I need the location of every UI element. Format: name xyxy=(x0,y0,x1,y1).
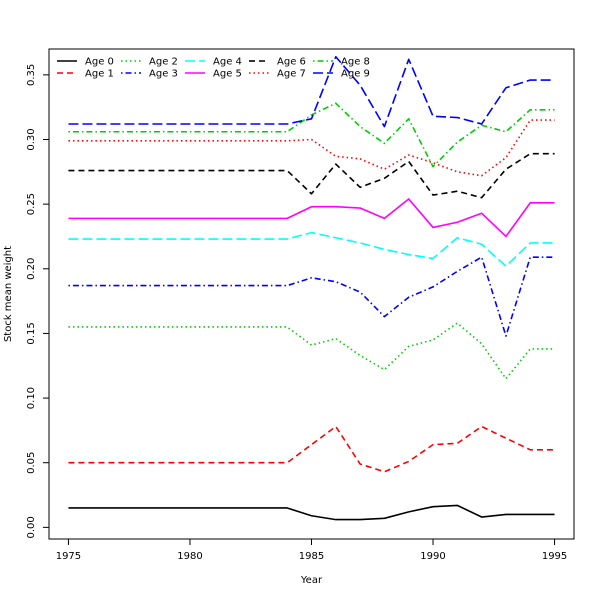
y-tick-label: 0.15 xyxy=(26,322,37,344)
series-line-age-4 xyxy=(68,231,555,268)
legend-label-age-8: Age 8 xyxy=(341,57,370,68)
x-axis: 1975 1980 1985 1990 1995 xyxy=(56,538,567,562)
series-line-age-2 xyxy=(68,322,555,380)
legend-label-age-9: Age 9 xyxy=(341,69,370,80)
plot-frame xyxy=(48,48,575,540)
legend-label-age-7: Age 7 xyxy=(277,69,306,80)
x-tick-label: 1985 xyxy=(299,551,324,562)
legend-label-age-6: Age 6 xyxy=(277,57,306,68)
y-tick-label: 0.20 xyxy=(26,258,37,280)
legend-label-age-2: Age 2 xyxy=(149,57,178,68)
series-line-age-3 xyxy=(68,256,555,337)
x-tick-label: 1980 xyxy=(177,551,202,562)
x-tick-label: 1975 xyxy=(56,551,81,562)
x-axis-title: Year xyxy=(300,575,323,586)
y-axis: 0.00 0.05 0.10 0.15 0.20 0.25 0.30 0.35 xyxy=(26,64,50,538)
legend-label-age-3: Age 3 xyxy=(149,69,178,80)
legend-label-age-4: Age 4 xyxy=(213,57,242,68)
legend-label-age-0: Age 0 xyxy=(85,57,114,68)
legend-label-age-1: Age 1 xyxy=(85,69,114,80)
series-line-age-8 xyxy=(68,102,555,168)
y-axis-title: Stock mean weight xyxy=(3,246,14,342)
series-line-age-7 xyxy=(68,119,555,177)
y-tick-label: 0.30 xyxy=(26,128,37,150)
series-line-age-6 xyxy=(68,152,555,199)
x-tick-label: 1995 xyxy=(542,551,567,562)
y-tick-label: 0.35 xyxy=(26,64,37,86)
series-line-age-1 xyxy=(68,425,555,473)
y-tick-label: 0.00 xyxy=(26,516,37,538)
x-tick-label: 1990 xyxy=(420,551,445,562)
series-line-age-5 xyxy=(68,198,555,238)
series-line-age-0 xyxy=(68,504,555,521)
series-layer xyxy=(68,55,555,521)
series-line-age-9 xyxy=(68,55,555,128)
y-tick-label: 0.25 xyxy=(26,193,37,215)
legend-label-age-5: Age 5 xyxy=(213,69,242,80)
y-tick-label: 0.05 xyxy=(26,452,37,474)
y-tick-label: 0.10 xyxy=(26,387,37,409)
